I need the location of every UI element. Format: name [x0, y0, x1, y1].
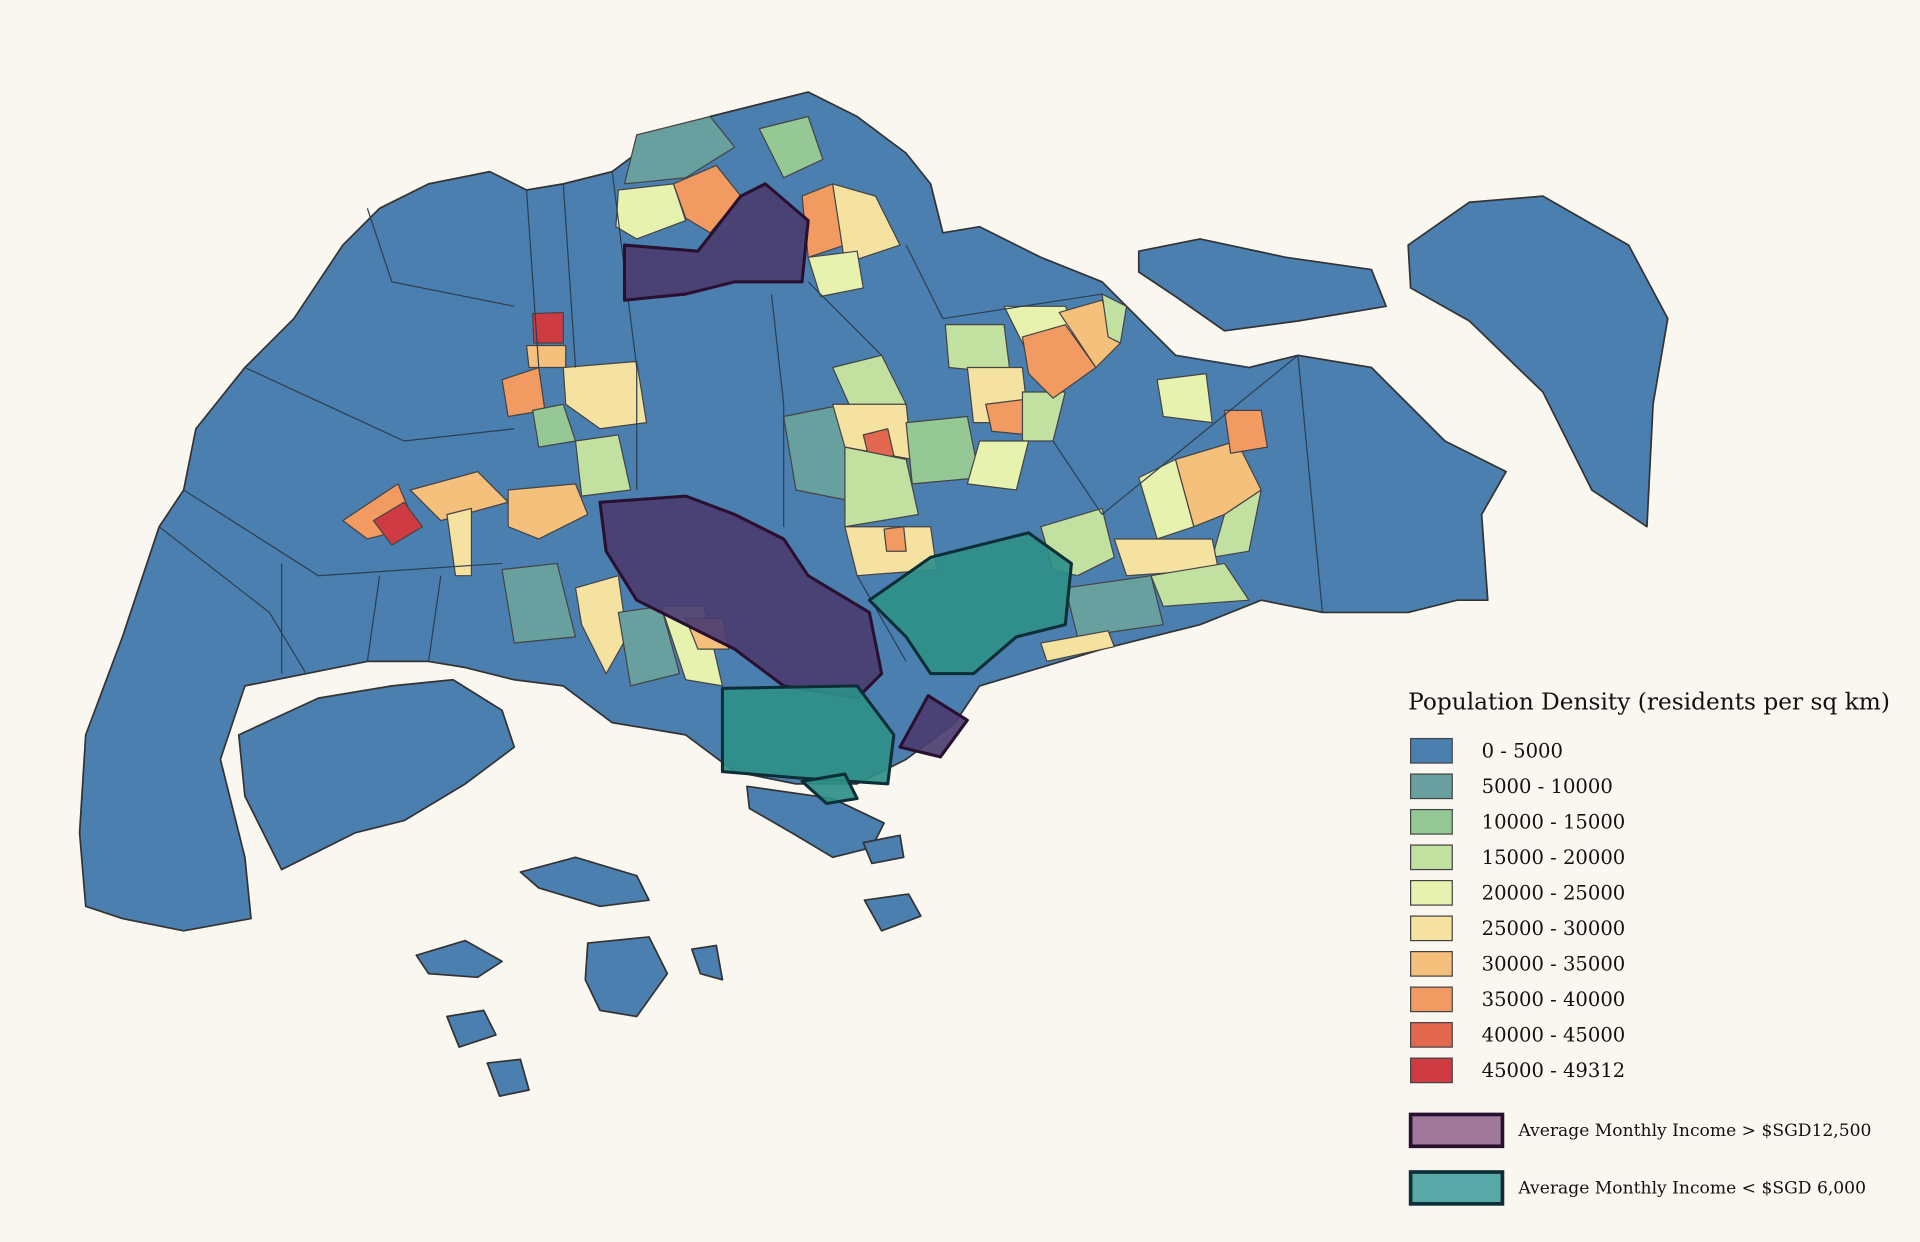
- legend-swatch: [1410, 915, 1453, 942]
- legend-swatch: [1410, 879, 1453, 906]
- density-region: [1211, 489, 1262, 558]
- island: [863, 893, 922, 932]
- island: [862, 834, 905, 865]
- density-region: [525, 344, 567, 369]
- density-region: [562, 360, 648, 430]
- density-region: [1064, 575, 1164, 638]
- legend-swatch: [1410, 951, 1453, 977]
- density-regions: [342, 115, 1268, 687]
- legend-label: 20000 - 25000: [1482, 882, 1626, 905]
- island: [486, 1058, 530, 1097]
- density-region: [966, 440, 1030, 491]
- legend-label: 35000 - 40000: [1482, 988, 1626, 1011]
- legend-label: 5000 - 10000: [1482, 775, 1613, 798]
- legend-title: Population Density (residents per sq km): [1408, 689, 1890, 716]
- main-island: [78, 91, 1507, 932]
- legend-label: 15000 - 20000: [1482, 846, 1626, 869]
- density-region: [623, 115, 736, 185]
- density-region: [501, 562, 577, 644]
- legend-swatch: [1410, 1057, 1453, 1084]
- high-income-area: [622, 182, 810, 302]
- low-income-area: [867, 531, 1073, 676]
- legend-swatch: [1410, 773, 1453, 800]
- density-region: [574, 575, 628, 675]
- legend-swatch: [1410, 986, 1453, 1013]
- density-region: [532, 311, 564, 344]
- island: [519, 856, 650, 908]
- low-income-area: [720, 684, 896, 786]
- density-region: [1040, 630, 1115, 663]
- density-region: [446, 507, 473, 577]
- land: [78, 91, 1669, 1097]
- overlay-swatch: [1408, 1170, 1505, 1206]
- density-region: [372, 501, 424, 546]
- density-region: [615, 183, 687, 240]
- density-region: [1156, 373, 1213, 424]
- density-region: [1101, 293, 1128, 344]
- density-region: [844, 446, 919, 528]
- income-overlays: [598, 182, 1073, 805]
- pulau-tekong: [1407, 195, 1669, 528]
- legend-label: 0 - 5000: [1482, 740, 1563, 763]
- density-region: [883, 526, 907, 552]
- boundaries: [158, 171, 1324, 674]
- legend-swatch: [1410, 1022, 1453, 1048]
- density-region: [1223, 409, 1268, 454]
- density-region: [1021, 324, 1097, 399]
- jurong-island: [237, 678, 516, 871]
- density-region: [905, 415, 981, 485]
- island: [415, 939, 503, 979]
- legend-label: 25000 - 30000: [1482, 917, 1626, 940]
- island: [446, 1009, 497, 1048]
- sentosa: [746, 785, 885, 859]
- legend-swatch: [1410, 844, 1453, 871]
- density-region: [574, 434, 632, 497]
- island: [584, 936, 669, 1018]
- island: [690, 944, 724, 981]
- high-income-area: [598, 494, 884, 700]
- high-income-area: [898, 694, 969, 759]
- density-region: [758, 115, 824, 179]
- legend: Population Density (residents per sq km)…: [1408, 689, 1890, 1206]
- density-region: [617, 605, 681, 687]
- low-income-area: [800, 772, 859, 805]
- pulau-ubin: [1137, 238, 1387, 332]
- legend-label: 30000 - 35000: [1482, 953, 1626, 976]
- legend-swatch: [1410, 808, 1453, 835]
- overlay-label: Average Monthly Income < $SGD 6,000: [1517, 1179, 1866, 1199]
- overlay-label: Average Monthly Income > $SGD12,500: [1517, 1121, 1871, 1141]
- legend-swatch: [1410, 737, 1453, 764]
- legend-label: 45000 - 49312: [1482, 1059, 1626, 1082]
- density-region: [944, 324, 1011, 375]
- legend-label: 10000 - 15000: [1482, 811, 1626, 834]
- density-region: [507, 483, 589, 540]
- legend-label: 40000 - 45000: [1482, 1024, 1626, 1047]
- density-region: [832, 183, 901, 265]
- density-region: [1150, 562, 1250, 607]
- density-region: [807, 250, 864, 298]
- overlay-swatch: [1408, 1112, 1505, 1149]
